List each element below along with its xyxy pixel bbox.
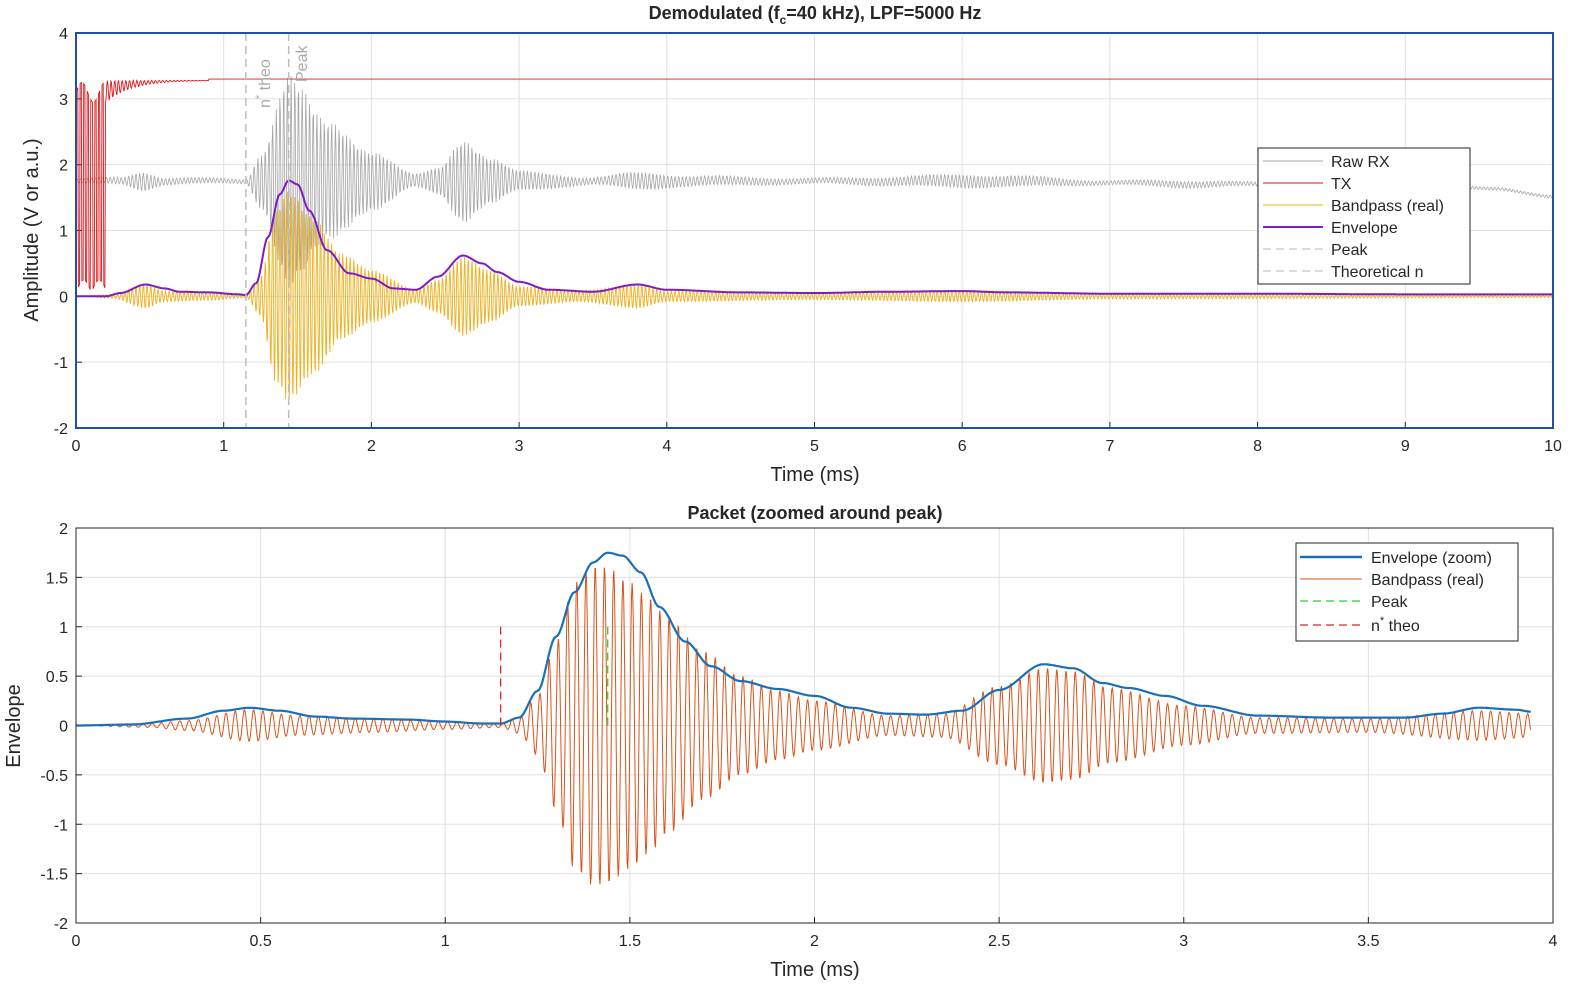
y-tick-label: -1 bbox=[54, 817, 68, 834]
series-tx bbox=[75, 78, 1553, 294]
y-tick-label: -2 bbox=[54, 916, 68, 933]
top-legend-box bbox=[1257, 147, 1471, 285]
x-tick-label: 9 bbox=[1401, 438, 1410, 455]
x-tick-label: 2.5 bbox=[988, 933, 1010, 950]
top-x-axis-label: Time (ms) bbox=[770, 464, 859, 486]
y-tick-label: 4 bbox=[59, 26, 68, 43]
series-envelope bbox=[76, 179, 1553, 298]
bottom-marker-lines bbox=[499, 626, 609, 726]
legend-label-tx: TX bbox=[1331, 176, 1352, 193]
x-tick-label: 7 bbox=[1105, 438, 1114, 455]
top-x-tick-labels: 0 1 2 3 4 5 6 7 8 9 10 bbox=[72, 438, 1562, 455]
x-tick-label: 2 bbox=[367, 438, 376, 455]
top-axes-box bbox=[75, 32, 1554, 429]
x-tick-label: 4 bbox=[1549, 933, 1558, 950]
x-tick-label: 1 bbox=[441, 933, 450, 950]
top-chart-title: Demodulated (fc=40 kHz), LPF=5000 Hz bbox=[649, 3, 982, 27]
y-tick-label: 0 bbox=[59, 719, 68, 736]
bottom-chart: 0 0.5 1 1.5 2 2.5 3 3.5 4 -2-1.5-1-0.500.511.52 … bbox=[3, 503, 1558, 981]
top-marker-lines bbox=[245, 33, 290, 428]
bottom-y-axis-label: Envelope bbox=[3, 684, 25, 767]
x-tick-label: 3 bbox=[1179, 933, 1188, 950]
x-tick-label: 2 bbox=[810, 933, 819, 950]
legend-label-peak-zoom: Peak bbox=[1371, 594, 1408, 611]
y-tick-label: -2 bbox=[54, 421, 68, 438]
legend-label-envelope: Envelope bbox=[1331, 220, 1398, 237]
legend-label-bandpass: Bandpass (real) bbox=[1331, 198, 1444, 215]
theo-marker-label: n* theo bbox=[254, 59, 274, 108]
bottom-legend: Envelope (zoom) Bandpass (real) Peak n* … bbox=[1295, 542, 1519, 642]
top-y-tick-labels: -2 -1 0 1 2 3 4 bbox=[54, 26, 68, 438]
bottom-axes-box bbox=[75, 527, 1554, 924]
y-tick-label: -0.5 bbox=[40, 768, 68, 785]
x-tick-label: 6 bbox=[958, 438, 967, 455]
legend-label-bandpass-zoom: Bandpass (real) bbox=[1371, 572, 1484, 589]
x-tick-label: 3.5 bbox=[1357, 933, 1379, 950]
y-tick-label: 2 bbox=[59, 521, 68, 538]
x-tick-label: 5 bbox=[810, 438, 819, 455]
y-tick-label: 1 bbox=[59, 224, 68, 241]
bottom-x-axis-label: Time (ms) bbox=[770, 959, 859, 981]
bottom-legend-box bbox=[1295, 542, 1519, 642]
x-tick-label: 3 bbox=[515, 438, 524, 455]
x-tick-label: 0.5 bbox=[250, 933, 272, 950]
y-tick-label: 0 bbox=[59, 289, 68, 306]
y-tick-label: 1.5 bbox=[46, 570, 68, 587]
y-tick-label: 2 bbox=[59, 158, 68, 175]
series-envelope-zoom bbox=[76, 551, 1531, 727]
bottom-x-tick-labels: 0 0.5 1 1.5 2 2.5 3 3.5 4 bbox=[72, 933, 1558, 950]
y-tick-label: 3 bbox=[59, 92, 68, 109]
x-tick-label: 1 bbox=[219, 438, 228, 455]
bottom-y-tick-labels: -2 -1.5 -1 -0.5 0 0.5 1 1.5 2 bbox=[40, 521, 68, 933]
y-tick-label: -1.5 bbox=[40, 867, 68, 884]
legend-label-peak: Peak bbox=[1331, 242, 1368, 259]
peak-marker-label: Peak bbox=[294, 45, 311, 82]
x-tick-label: 4 bbox=[662, 438, 671, 455]
top-y-axis-label: Amplitude (V or a.u.) bbox=[21, 138, 43, 321]
x-tick-label: 0 bbox=[72, 933, 81, 950]
top-chart: 0 1 2 3 4 5 6 7 8 9 10 -2 -1 0 1 2 3 4 Demodulated (fc=4… bbox=[21, 3, 1562, 486]
x-tick-label: 8 bbox=[1253, 438, 1262, 455]
y-tick-label: 1 bbox=[59, 620, 68, 637]
x-tick-label: 1.5 bbox=[619, 933, 641, 950]
y-tick-label: -1 bbox=[54, 355, 68, 372]
x-tick-label: 0 bbox=[72, 438, 81, 455]
bottom-chart-title: Packet (zoomed around peak) bbox=[687, 503, 942, 523]
legend-label-theo-zoom: n* theo bbox=[1371, 615, 1420, 635]
x-tick-label: 10 bbox=[1544, 438, 1562, 455]
bottom-series bbox=[76, 551, 1531, 885]
legend-label-theoretical-n: Theoretical n bbox=[1331, 264, 1424, 281]
legend-label-envelope-zoom: Envelope (zoom) bbox=[1371, 550, 1492, 567]
top-legend: Raw RX TX Bandpass (real) Envelope Peak … bbox=[1257, 147, 1471, 285]
y-tick-label: 0.5 bbox=[46, 669, 68, 686]
legend-label-raw-rx: Raw RX bbox=[1331, 154, 1390, 171]
